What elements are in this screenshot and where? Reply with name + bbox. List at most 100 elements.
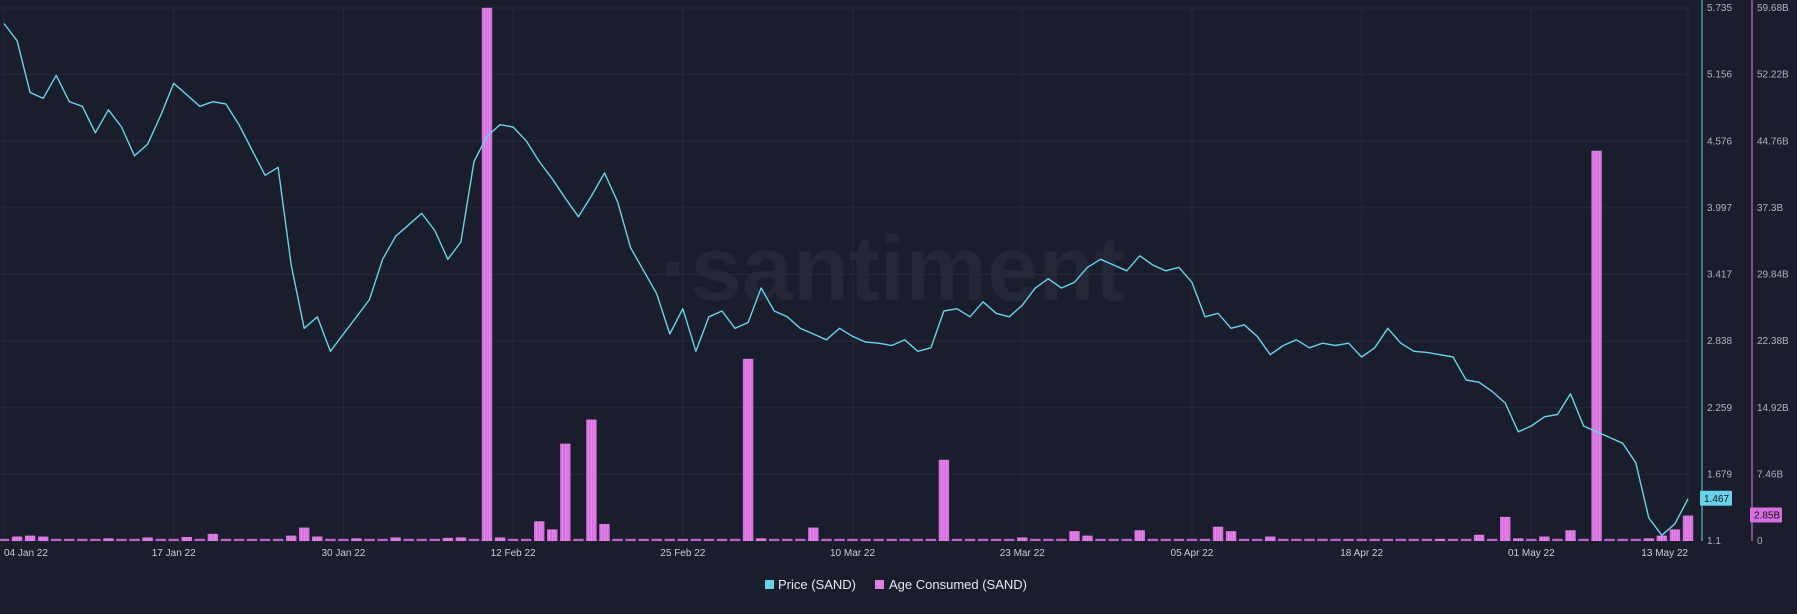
age-bar-baseline [416,538,427,541]
age-bar-baseline [520,538,532,541]
age-bar-baseline [246,538,258,541]
legend: Price (SAND) Age Consumed (SAND) [765,577,1027,592]
age-bar-baseline [1186,538,1198,541]
age-bar-baseline [1526,538,1537,541]
age-bar-baseline [821,538,832,541]
age-bar-baseline [977,538,989,541]
age-bar-baseline [1617,538,1628,541]
age-bar-baseline [664,538,675,541]
price-tick-label: 1.679 [1707,469,1732,480]
age-bar-baseline [899,538,910,541]
price-tick-label: 5.156 [1707,70,1732,81]
age-tick-label: 29.84B [1757,270,1789,281]
x-tick-label: 23 Mar 22 [1000,548,1045,559]
age-bar-baseline [50,538,62,541]
age-tick-label: 52.22B [1757,70,1789,81]
legend-swatch-age-consumed [875,580,884,589]
age-bar-baseline [768,538,780,541]
age-bar-baseline [0,538,10,541]
age-bar-baseline [912,538,924,541]
age-bar-baseline [1421,538,1433,541]
x-tick-label: 05 Apr 22 [1171,548,1214,559]
age-tick-label: 7.46B [1757,469,1783,480]
age-bar-baseline [168,538,179,541]
age-bar-baseline [1356,538,1367,541]
price-tick-label: 5.735 [1707,3,1732,14]
price-line [3,23,1689,536]
age-bar-baseline [1291,538,1302,541]
x-tick-label: 04 Jan 22 [4,548,48,559]
age-bar-baseline [729,538,741,541]
price-tick-label: 3.997 [1707,203,1732,214]
age-bar-baseline [1343,538,1354,541]
age-current-badge [1750,507,1782,523]
age-bar-baseline [1147,538,1158,541]
age-bar-baseline [1460,538,1472,541]
age-bar-baseline [925,538,937,541]
age-bar-baseline [1578,538,1589,541]
age-bar-baseline [155,538,166,541]
age-bar-baseline [1304,538,1315,541]
age-bar-baseline [1447,538,1459,541]
axes: 5.735 5.156 4.576 3.997 3.417 2.838 2.259 1.679… [4,0,1789,559]
age-bar-baseline [233,538,245,541]
age-bar-baseline [338,538,349,541]
x-tick-label: 25 Feb 22 [660,548,705,559]
x-tick-label: 13 May 22 [1641,548,1688,559]
age-bar-baseline [1108,538,1119,541]
price-current-badge [1700,490,1732,506]
age-tick-label: 44.76B [1757,136,1789,147]
age-bar-baseline [873,538,884,541]
legend-swatch-price [765,580,774,589]
age-bar-baseline [377,538,388,541]
age-bar-baseline [1095,538,1106,541]
x-tick-label: 01 May 22 [1508,548,1555,559]
age-bar-baseline [847,538,858,541]
age-consumed-bars [0,7,1694,541]
age-bar-baseline [468,538,480,541]
age-bar-baseline [259,538,271,541]
age-bar-baseline [429,538,441,541]
age-bar-baseline [64,538,75,541]
x-tick-label: 18 Apr 22 [1340,548,1383,559]
age-bar-baseline [690,538,702,541]
price-tick-label: 2.259 [1707,403,1732,414]
age-bar-baseline [220,538,232,541]
age-bar-baseline [1408,538,1420,541]
legend-item-price[interactable]: Price (SAND) [765,577,856,592]
age-bar-baseline [834,538,845,541]
age-bar-baseline [716,538,728,541]
age-bar-baseline [860,538,871,541]
age-bar-baseline [1030,538,1041,541]
x-tick-label: 30 Jan 22 [321,548,365,559]
age-bar-baseline [194,538,206,541]
age-bar-baseline [325,538,336,541]
age-bar-baseline [272,538,284,541]
price-tick-label: 2.838 [1707,336,1732,347]
age-bar-baseline [1369,538,1380,541]
price-current-label: 1.467 [1704,494,1729,505]
age-bar-baseline [1630,538,1642,541]
age-tick-label: 22.38B [1757,336,1789,347]
age-bar-baseline [573,538,584,541]
age-bar-baseline [782,538,793,541]
age-bar-baseline [1278,538,1289,541]
price-tick-label: 4.576 [1707,136,1732,147]
legend-item-age-consumed[interactable]: Age Consumed (SAND) [875,577,1027,592]
age-bar-baseline [507,538,519,541]
age-bar-baseline [1160,538,1172,541]
age-bar-baseline [677,538,689,541]
age-bar-baseline [1199,538,1211,541]
age-bar-baseline [364,538,375,541]
price-tick-label: 3.417 [1707,270,1732,281]
age-bar-baseline [990,538,1002,541]
age-bar-baseline [1003,538,1015,541]
legend-label-age-consumed: Age Consumed (SAND) [889,577,1027,592]
age-bar-baseline [625,538,636,541]
watermark: ·santiment [660,218,1125,320]
age-current-label: 2.85B [1754,511,1780,522]
age-bar-baseline [129,538,140,541]
age-bar-baseline [1486,538,1498,541]
age-bar-baseline [1121,538,1132,541]
